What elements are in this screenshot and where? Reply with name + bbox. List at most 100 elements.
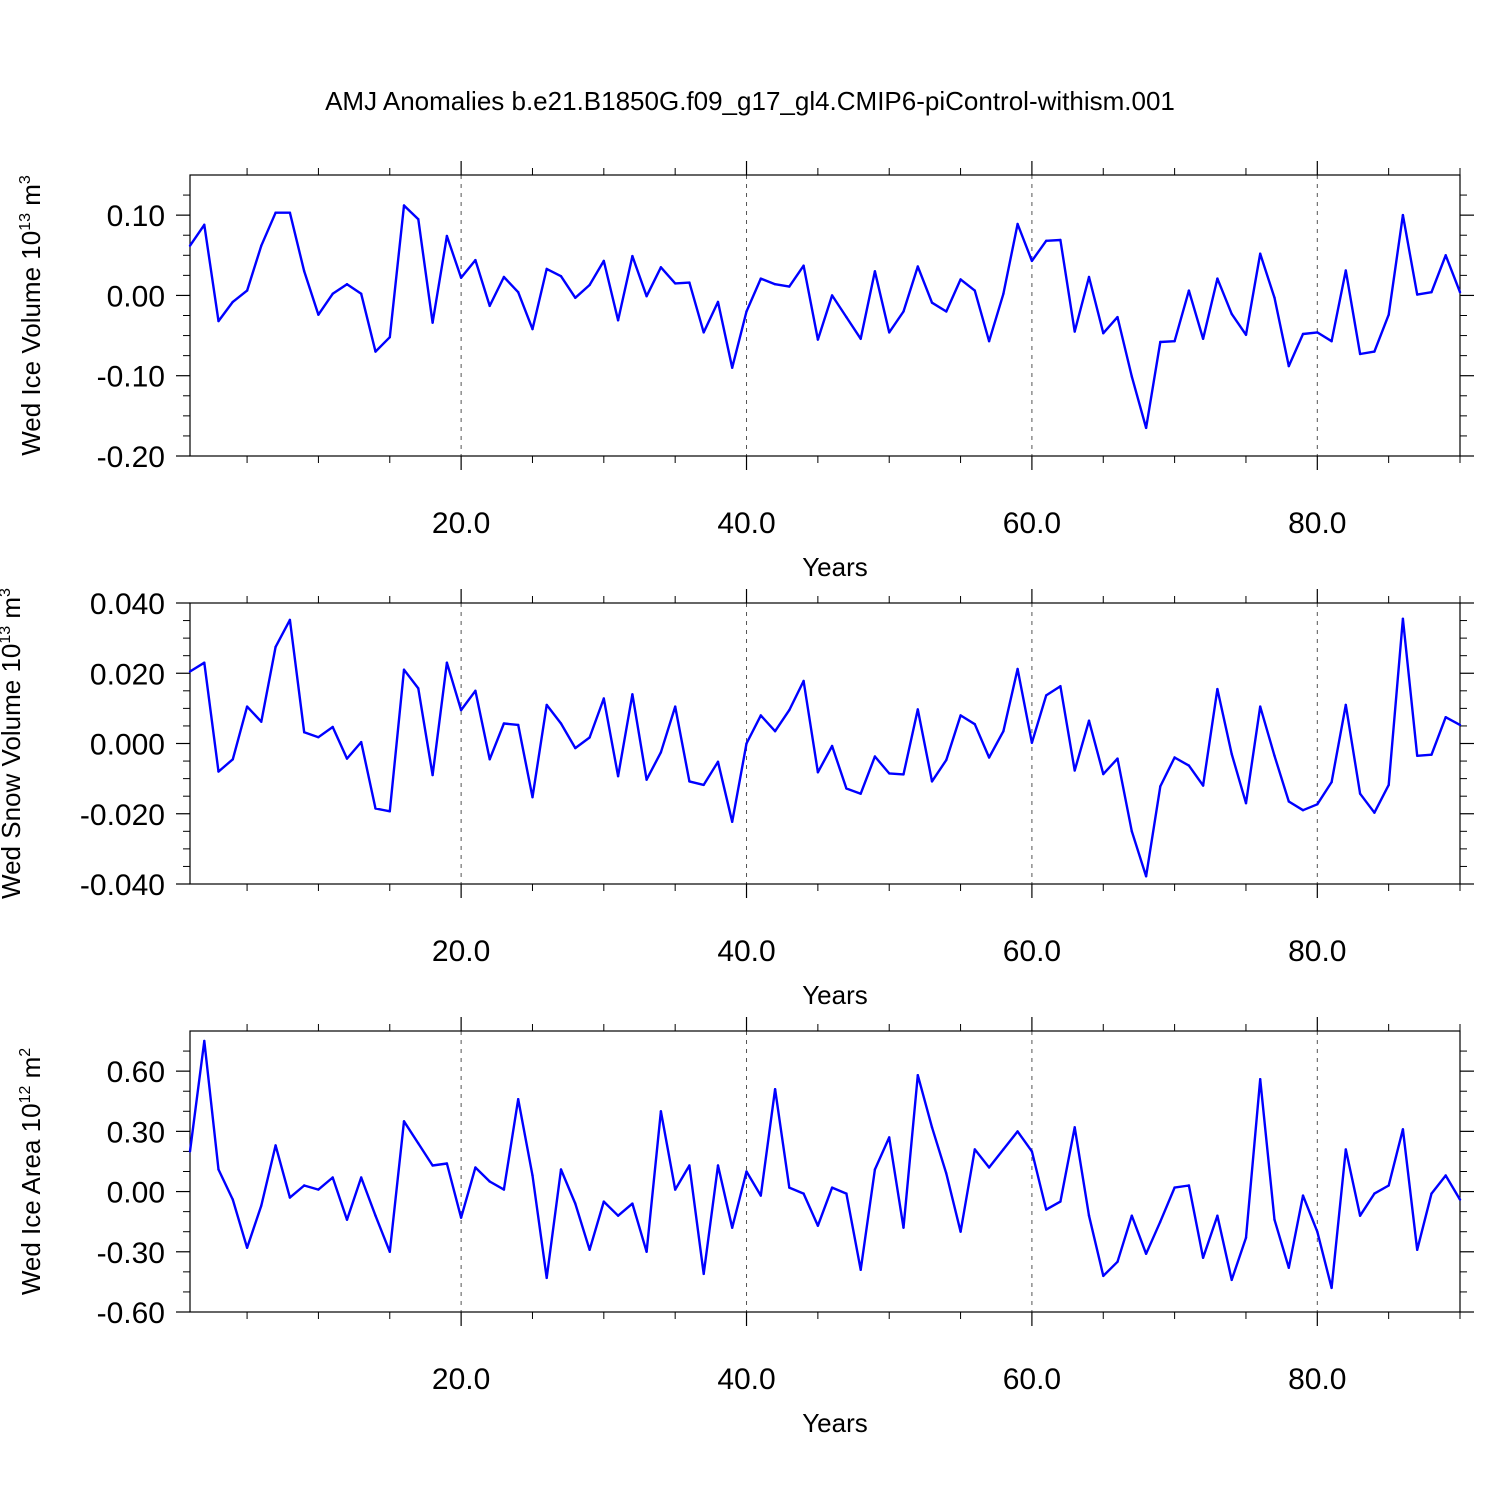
data-point [1230, 752, 1233, 756]
data-point [588, 283, 591, 287]
data-point [1144, 875, 1148, 878]
data-point [417, 218, 420, 221]
data-point [702, 1272, 705, 1276]
data-point [488, 304, 491, 308]
data-point [1458, 291, 1462, 294]
data-point [1373, 811, 1376, 814]
data-point [1201, 1256, 1205, 1260]
data-point [1358, 792, 1362, 795]
data-point [959, 278, 962, 281]
data-point [1344, 1148, 1348, 1151]
y-tick-label: 0.00 [107, 1177, 165, 1210]
data-point [1259, 1078, 1262, 1081]
data-point [1344, 703, 1348, 707]
data-point [1259, 705, 1262, 708]
data-point [1059, 1200, 1062, 1203]
x-axis-label: Years [802, 552, 868, 582]
x-tick-label: 20.0 [432, 507, 490, 540]
data-point [545, 1276, 548, 1280]
data-point [702, 783, 705, 787]
data-point [274, 645, 277, 649]
data-point [802, 679, 805, 683]
data-point [1087, 1214, 1091, 1217]
data-point [1273, 296, 1276, 299]
data-point [388, 336, 391, 339]
data-point [830, 294, 834, 297]
data-point [345, 757, 349, 760]
data-point [1073, 769, 1076, 772]
data-point [602, 697, 605, 700]
y-tick-label: -0.10 [97, 361, 165, 394]
data-point [317, 736, 320, 739]
data-point [217, 1168, 220, 1171]
data-point [845, 787, 848, 790]
data-point [445, 234, 449, 238]
data-point [973, 289, 976, 292]
figure-title: AMJ Anomalies b.e21.B1850G.f09_g17_gl4.C… [325, 86, 1175, 116]
data-point [1230, 1278, 1233, 1282]
data-point [1259, 252, 1262, 255]
data-point [888, 772, 891, 775]
data-point [731, 366, 734, 369]
data-point [1087, 275, 1091, 279]
data-point [1016, 1130, 1019, 1133]
data-point [602, 1200, 605, 1203]
data-point [1073, 330, 1076, 333]
data-point [1444, 716, 1447, 719]
y-axis-label: Wed Snow Volume 1013 m3 [0, 588, 26, 899]
data-point [659, 266, 663, 269]
data-point [1059, 238, 1062, 242]
data-point [374, 1214, 377, 1217]
data-point [231, 300, 234, 304]
data-point [188, 244, 192, 247]
data-point [402, 668, 406, 671]
x-tick-label: 60.0 [1003, 507, 1061, 540]
data-point [1416, 754, 1419, 757]
data-point [1344, 269, 1348, 272]
data-point [1187, 764, 1191, 767]
data-point [959, 714, 962, 717]
data-point [1316, 1230, 1319, 1233]
data-point [631, 254, 634, 258]
ice-area-panel: 20.0 40.0 60.0 80.0 -0.60 -0.30 0.00 0.30 0.60 Ye… [16, 1017, 1474, 1438]
data-point [1230, 312, 1233, 316]
data-point [288, 1196, 292, 1199]
x-tick-label: 60.0 [1003, 1363, 1061, 1396]
data-point [303, 731, 306, 734]
y-axis-label-text: m [0, 597, 26, 626]
data-point [1216, 1214, 1219, 1217]
x-tick-label: 40.0 [717, 935, 775, 968]
data-point [1458, 723, 1462, 727]
data-point [688, 1164, 691, 1167]
data-point [1330, 340, 1333, 343]
data-point [517, 291, 520, 294]
data-point [274, 1144, 277, 1147]
data-point [1358, 1214, 1362, 1217]
data-point [1002, 292, 1005, 295]
data-point [945, 1172, 948, 1175]
data-point [517, 1098, 520, 1101]
y-tick-label: 0.000 [90, 729, 165, 762]
data-point [645, 1250, 648, 1254]
data-point [303, 270, 306, 273]
y-axis-label-superscript: 13 [17, 213, 34, 231]
data-point [830, 744, 834, 748]
data-point [1159, 1220, 1162, 1223]
data-point [702, 331, 705, 334]
plot-frame [189, 602, 1461, 885]
data-point [217, 319, 220, 323]
data-point [1030, 741, 1034, 744]
data-point [873, 755, 877, 758]
data-point [802, 264, 805, 267]
data-point [445, 1162, 449, 1165]
data-point [531, 796, 534, 799]
data-point [859, 792, 862, 795]
data-point [816, 1224, 820, 1227]
data-point [902, 773, 905, 776]
data-point [531, 327, 534, 331]
x-tick-label: 60.0 [1003, 935, 1061, 968]
data-point [1087, 719, 1091, 722]
data-point [1330, 1286, 1333, 1290]
data-point [930, 1126, 934, 1129]
data-point [388, 1250, 391, 1254]
